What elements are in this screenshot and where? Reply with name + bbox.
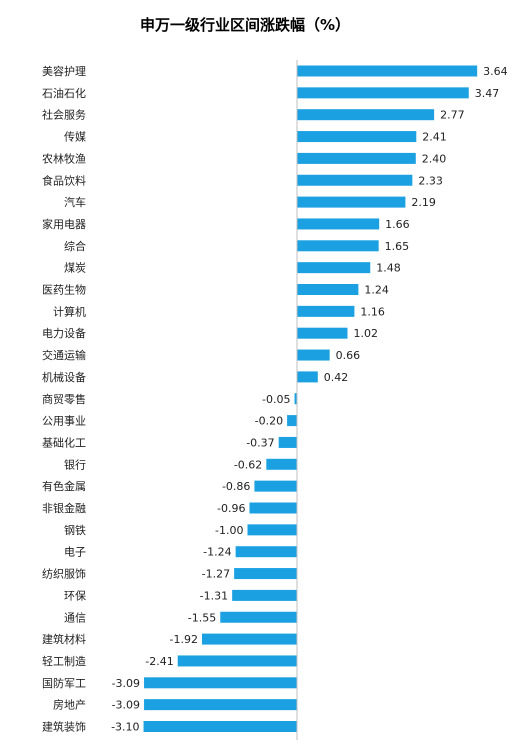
value-label-27: -2.41 [145, 655, 173, 668]
bar-12 [297, 327, 348, 339]
value-label-22: -1.24 [203, 546, 231, 559]
value-label-24: -1.31 [200, 589, 228, 602]
category-label-7: 家用电器 [42, 217, 86, 231]
value-label-19: -0.86 [222, 480, 250, 493]
category-label-13: 交通运输 [42, 348, 86, 362]
category-label-2: 社会服务 [42, 108, 86, 122]
bar-6 [297, 196, 406, 208]
value-label-11: 1.16 [360, 305, 385, 318]
bars-group [143, 65, 478, 732]
category-label-9: 煤炭 [64, 262, 86, 275]
bar-26 [201, 633, 297, 645]
bar-29 [144, 699, 297, 711]
bar-8 [297, 240, 379, 252]
bar-24 [232, 589, 297, 601]
bar-21 [247, 524, 297, 536]
bar-25 [220, 611, 297, 623]
bar-4 [297, 152, 416, 164]
value-label-28: -3.09 [112, 677, 140, 690]
bar-10 [297, 284, 359, 295]
category-label-17: 基础化工 [42, 435, 86, 449]
bar-11 [297, 305, 355, 317]
value-label-12: 1.02 [353, 327, 378, 340]
category-label-28: 国防军工 [42, 676, 86, 690]
value-label-26: -1.92 [169, 633, 197, 646]
category-label-20: 非银金融 [42, 501, 86, 515]
value-label-3: 2.41 [422, 131, 447, 144]
bar-9 [297, 262, 371, 274]
category-label-25: 通信 [64, 611, 86, 624]
category-label-22: 电子 [64, 546, 86, 559]
value-label-1: 3.47 [475, 87, 500, 100]
value-labels: 3.64 3.47 2.77 2.41 2.40 2.33 2.191.66 1.65 1.48… [111, 65, 508, 734]
value-label-23: -1.27 [202, 568, 230, 581]
category-label-18: 银行 [64, 457, 86, 471]
value-label-18: -0.62 [234, 458, 262, 471]
value-label-16: -0.20 [255, 415, 283, 428]
category-label-12: 电力设备 [42, 326, 86, 340]
category-label-8: 综合 [64, 239, 86, 253]
category-label-19: 有色金属 [42, 479, 86, 493]
category-label-5: 食品饮料 [42, 173, 86, 187]
value-label-7: 1.66 [385, 218, 410, 231]
category-label-10: 医药生物 [42, 283, 86, 297]
category-label-14: 机械设备 [42, 370, 86, 384]
value-label-4: 2.40 [422, 152, 447, 165]
bar-20 [249, 502, 297, 514]
value-label-15: -0.05 [262, 393, 290, 406]
bar-2 [297, 109, 435, 121]
value-label-10: 1.24 [364, 284, 389, 297]
value-label-21: -1.00 [215, 524, 243, 537]
category-label-29: 房地产 [53, 698, 86, 712]
bar-16 [287, 415, 297, 427]
chart-title: 申万一级行业区间涨跌幅（%） [140, 16, 350, 34]
category-label-15: 商贸零售 [42, 392, 86, 406]
bar-1 [297, 87, 469, 99]
value-label-8: 1.65 [385, 240, 410, 253]
bar-3 [297, 131, 417, 143]
bar-23 [234, 568, 297, 580]
value-label-29: -3.09 [112, 699, 140, 712]
bar-0 [297, 65, 478, 77]
category-label-0: 美容护理 [42, 64, 86, 78]
bar-27 [177, 655, 297, 667]
bar-30 [143, 721, 297, 732]
bar-22 [235, 546, 297, 558]
value-label-13: 0.66 [336, 349, 361, 362]
category-label-27: 轻工制造 [42, 654, 86, 668]
bar-17 [278, 436, 297, 448]
value-label-9: 1.48 [376, 262, 401, 275]
category-label-6: 汽车 [64, 195, 86, 209]
value-label-25: -1.55 [188, 611, 216, 624]
bar-18 [266, 458, 297, 470]
category-labels: 美容护理石油石化社会服务传媒农林牧渔食品饮料汽车家用电器综合煤炭医药生物计算机电… [42, 64, 86, 734]
bar-14 [297, 371, 318, 383]
bar-5 [297, 174, 413, 186]
bar-19 [254, 480, 297, 492]
value-label-6: 2.19 [411, 196, 436, 209]
category-label-11: 计算机 [53, 304, 86, 318]
value-label-5: 2.33 [418, 174, 443, 187]
value-label-17: -0.37 [246, 436, 274, 449]
category-label-21: 钢铁 [64, 524, 86, 537]
value-label-14: 0.42 [324, 371, 349, 384]
value-label-0: 3.64 [483, 65, 508, 78]
bar-28 [144, 677, 297, 689]
category-label-1: 石油石化 [42, 86, 86, 100]
bar-7 [297, 218, 380, 230]
category-label-24: 环保 [64, 588, 86, 602]
value-label-30: -3.10 [111, 721, 139, 734]
category-label-3: 传媒 [64, 131, 86, 144]
category-label-23: 纺织服饰 [42, 567, 86, 581]
category-label-26: 建筑材料 [42, 632, 86, 646]
value-label-2: 2.77 [440, 109, 465, 122]
category-label-4: 农林牧渔 [42, 151, 86, 165]
category-label-30: 建筑装饰 [42, 720, 86, 734]
category-label-16: 公用事业 [42, 415, 86, 428]
value-label-20: -0.96 [217, 502, 245, 515]
bar-13 [297, 349, 330, 361]
bar-15 [294, 393, 297, 405]
